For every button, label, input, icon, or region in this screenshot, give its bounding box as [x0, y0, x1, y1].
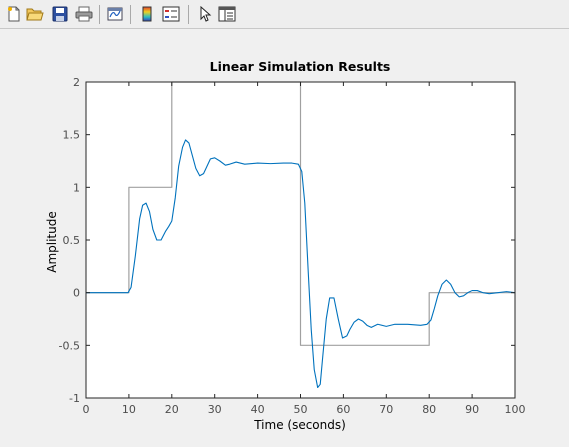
x-tick-label: 60	[336, 403, 350, 416]
x-tick-label: 100	[505, 403, 526, 416]
y-tick-label: 1.5	[63, 129, 81, 142]
property-inspector-icon[interactable]	[217, 4, 237, 24]
x-tick-label: 80	[422, 403, 436, 416]
y-tick-label: 2	[73, 76, 80, 89]
print-icon[interactable]	[74, 4, 94, 24]
figure-toolbar	[0, 0, 569, 29]
response-line	[86, 139, 516, 389]
save-icon[interactable]	[50, 4, 70, 24]
figure-canvas: 0 10 20 30 40 50 60 70 80 90 100 -1 -0.5 0 0.5 1 1.5 2 Li…	[0, 29, 569, 443]
chart-title: Linear Simulation Results	[210, 59, 391, 74]
y-axis-label: Amplitude	[45, 211, 59, 273]
response-signal-layer	[86, 139, 516, 389]
x-tick-label: 0	[83, 403, 90, 416]
toolbar-separator	[188, 5, 189, 24]
y-tick-label: 1	[73, 181, 80, 194]
insert-legend-icon[interactable]	[161, 4, 181, 24]
simulation-plot[interactable]: 0 10 20 30 40 50 60 70 80 90 100 -1 -0.5 0 0.5 1 1.5 2 Li…	[0, 29, 569, 443]
y-tick-label: 0	[73, 287, 80, 300]
ticks-layer: 0 10 20 30 40 50 60 70 80 90 100 -1 -0.5 0 0.5 1 1.5 2	[59, 76, 526, 416]
x-tick-label: 20	[165, 403, 179, 416]
edit-plot-pointer-icon[interactable]	[195, 4, 215, 24]
y-tick-label: -0.5	[59, 339, 80, 352]
x-tick-label: 50	[294, 403, 308, 416]
x-tick-label: 70	[379, 403, 393, 416]
link-plot-icon[interactable]	[105, 4, 125, 24]
x-tick-label: 40	[251, 403, 265, 416]
x-tick-label: 90	[465, 403, 479, 416]
x-tick-label: 30	[208, 403, 222, 416]
toolbar-separator	[99, 5, 100, 24]
y-tick-label: -1	[69, 392, 80, 405]
toolbar-separator	[130, 5, 131, 24]
x-axis-label: Time (seconds)	[253, 418, 346, 432]
insert-colorbar-icon[interactable]	[137, 4, 157, 24]
y-tick-label: 0.5	[63, 234, 81, 247]
new-figure-icon[interactable]	[4, 4, 24, 24]
open-file-icon[interactable]	[25, 4, 45, 24]
x-tick-label: 10	[122, 403, 136, 416]
